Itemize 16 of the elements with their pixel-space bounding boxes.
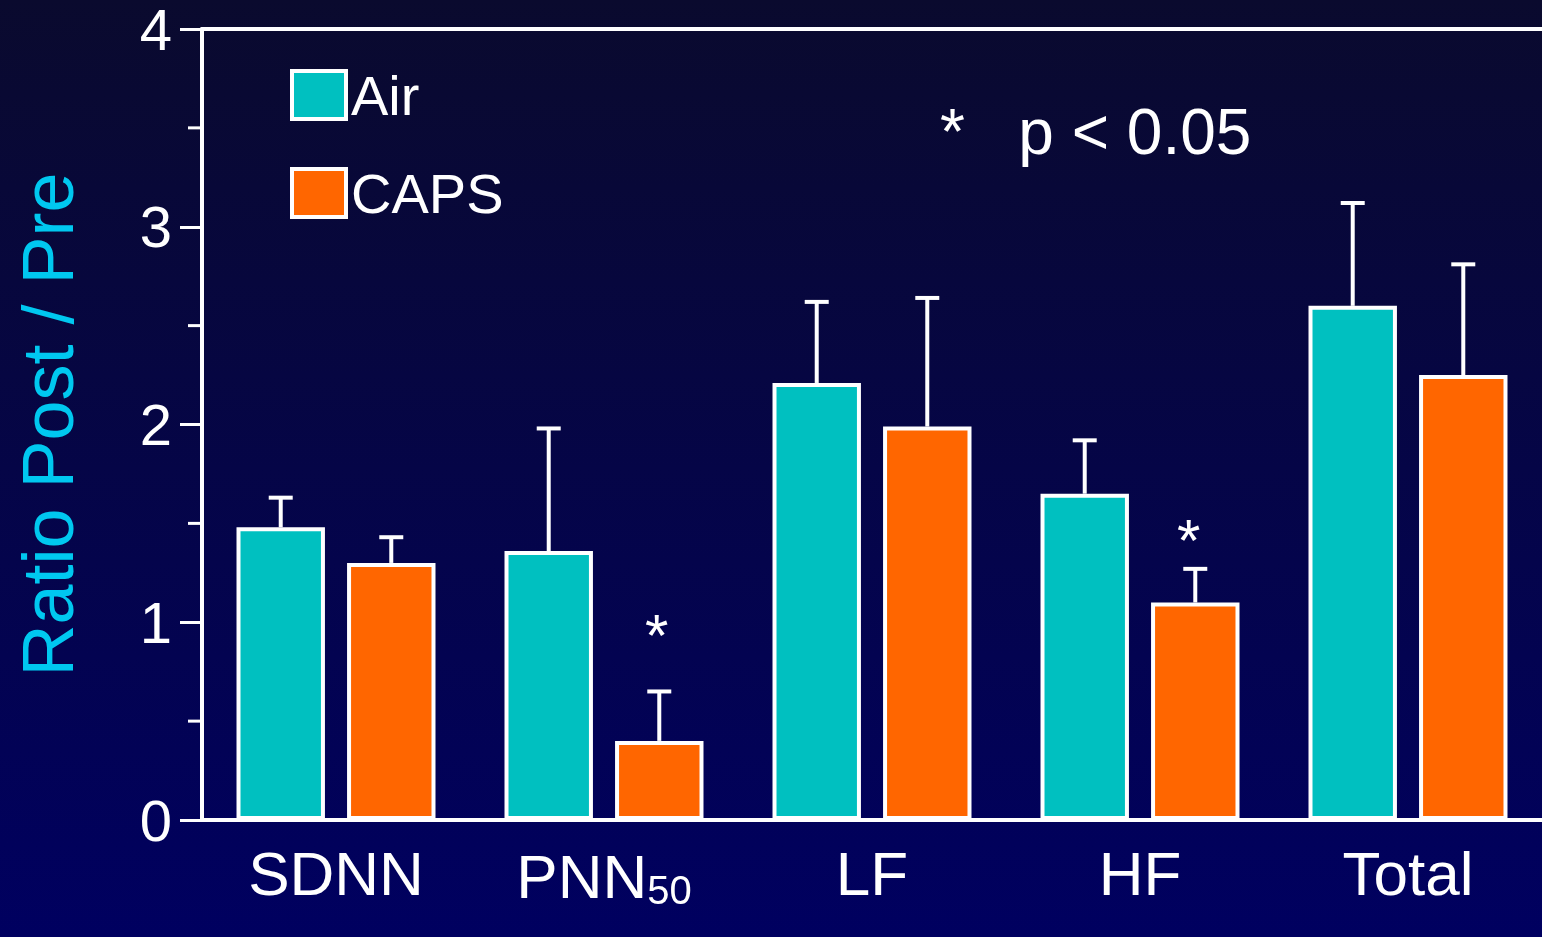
y-tick-label: 1 [139, 589, 172, 655]
x-tick-label: PNN50 [516, 841, 692, 912]
y-tick-label: 3 [139, 194, 172, 260]
annotation: * [645, 601, 669, 669]
annotation: * [1177, 506, 1201, 574]
y-axis-title: Ratio Post / Pre [8, 172, 88, 677]
x-tick-label: Total [1342, 838, 1474, 908]
annotation: * p < 0.05 [940, 96, 1252, 168]
y-tick-label: 2 [139, 392, 172, 457]
x-tick-label: SDNN [248, 838, 424, 908]
legend-label: Air [351, 63, 420, 127]
y-tick-label: 4 [139, 0, 172, 62]
y-tick-label: 0 [139, 787, 172, 853]
x-tick-label: HF [1098, 838, 1182, 908]
legend-label: CAPS [351, 161, 504, 225]
x-tick-label: LF [835, 838, 909, 908]
